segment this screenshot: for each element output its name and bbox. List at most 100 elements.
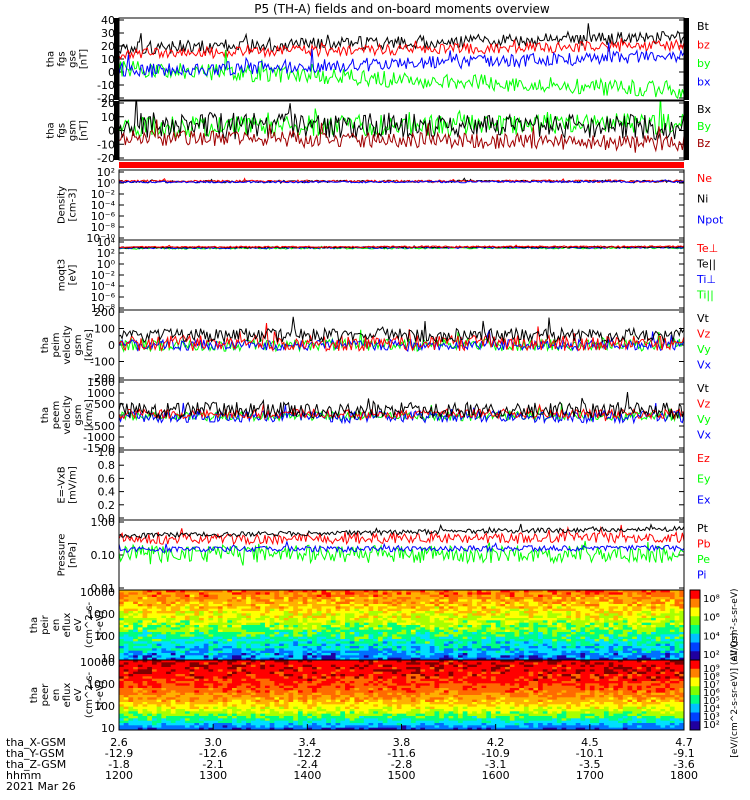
heatmap-cell <box>297 632 304 635</box>
heatmap-cell <box>669 627 675 631</box>
heatmap-cell <box>302 608 308 612</box>
heatmap-cell <box>425 662 431 666</box>
heatmap-cell <box>312 636 318 640</box>
heatmap-cell <box>571 615 577 619</box>
heatmap-cell <box>283 613 289 617</box>
heatmap-cell <box>505 627 511 631</box>
heatmap-cell <box>429 629 435 633</box>
heatmap-cell <box>368 622 374 626</box>
heatmap-cell <box>500 597 506 600</box>
heatmap-cell <box>556 662 562 666</box>
heatmap-cell <box>467 620 473 624</box>
heatmap-cell <box>123 667 129 670</box>
heatmap-cell <box>528 622 534 626</box>
heatmap-cell <box>189 618 195 621</box>
heatmap-cell <box>528 625 534 628</box>
heatmap-cell <box>674 601 680 605</box>
heatmap-cell <box>547 653 553 656</box>
heatmap-cell <box>538 639 544 642</box>
heatmap-cell <box>264 625 271 628</box>
heatmap-cell <box>646 674 652 677</box>
heatmap-cell <box>382 648 388 652</box>
heatmap-cell <box>250 594 256 598</box>
heatmap-cell <box>392 678 398 682</box>
plot-title: P5 (TH-A) fields and on-board moments ov… <box>254 2 550 16</box>
heatmap-cell <box>133 678 139 682</box>
heatmap-cell <box>401 650 407 654</box>
heatmap-cell <box>222 590 228 593</box>
heatmap-cell <box>669 648 675 652</box>
heatmap-cell <box>472 674 478 677</box>
heatmap-cell <box>246 592 252 596</box>
ylabel-line: eflux <box>62 683 73 708</box>
heatmap-cell <box>608 643 614 647</box>
heatmap-cell <box>575 669 581 673</box>
heatmap-cell <box>321 662 327 666</box>
heatmap-cell <box>561 594 567 598</box>
heatmap-cell <box>674 611 680 614</box>
heatmap-cell <box>481 667 487 670</box>
heatmap-cell <box>142 599 148 603</box>
heatmap-cell <box>443 608 449 612</box>
heatmap-cell <box>274 594 280 598</box>
heatmap-cell <box>458 615 464 619</box>
heatmap-cell <box>316 606 322 610</box>
heatmap-cell <box>443 648 449 652</box>
heatmap-cell <box>137 613 143 617</box>
heatmap-cell <box>458 676 464 680</box>
heatmap-cell <box>632 662 638 666</box>
heatmap-cell <box>566 634 572 638</box>
heatmap-cell <box>326 592 332 596</box>
heatmap-cell <box>119 632 125 635</box>
heatmap-cell <box>458 643 464 647</box>
heatmap-cell <box>608 648 614 652</box>
heatmap-cell <box>387 657 393 661</box>
heatmap-cell <box>260 597 266 600</box>
heatmap-cell <box>410 678 417 682</box>
heatmap-cell <box>345 660 351 663</box>
heatmap-cell <box>222 604 228 607</box>
heatmap-cell <box>321 667 327 670</box>
heatmap-cell <box>500 650 506 654</box>
heatmap-cell <box>236 615 242 619</box>
heatmap-cell <box>533 620 539 624</box>
heatmap-cell <box>396 632 402 635</box>
heatmap-cell <box>462 622 468 626</box>
heatmap-cell <box>349 657 355 661</box>
heatmap-cell <box>627 618 633 621</box>
heatmap-cell <box>622 590 628 593</box>
heatmap-cell <box>401 618 407 621</box>
heatmap-cell <box>283 632 289 635</box>
heatmap-cell <box>415 655 421 659</box>
heatmap-cell <box>307 625 313 628</box>
heatmap-cell <box>533 639 539 642</box>
heatmap-cell <box>632 632 638 635</box>
heatmap-cell <box>538 615 544 619</box>
legend-entry: Pt <box>697 522 709 535</box>
heatmap-cell <box>660 646 666 649</box>
heatmap-cell <box>316 636 322 640</box>
heatmap-cell <box>354 676 360 680</box>
heatmap-cell <box>260 594 266 598</box>
heatmap-cell <box>217 650 223 654</box>
heatmap-cell <box>260 641 266 645</box>
heatmap-cell <box>603 653 610 656</box>
heatmap-cell <box>307 615 313 619</box>
heatmap-cell <box>387 653 393 656</box>
heatmap-cell <box>410 629 417 633</box>
heatmap-cell <box>575 615 581 619</box>
heatmap-cell <box>326 643 332 647</box>
heatmap-cell <box>142 662 148 666</box>
heatmap-cell <box>472 671 478 675</box>
ylabel-line: sr-eV) <box>95 680 106 709</box>
heatmap-cell <box>316 613 322 617</box>
heatmap-cell <box>434 625 440 628</box>
heatmap-cell <box>509 608 515 612</box>
heatmap-cell <box>434 653 440 656</box>
heatmap-cell <box>208 618 214 621</box>
heatmap-cell <box>293 601 299 605</box>
heatmap-cell <box>250 648 256 652</box>
heatmap-cell <box>490 620 497 624</box>
heatmap-cell <box>269 604 275 607</box>
heatmap-cell <box>208 653 214 656</box>
